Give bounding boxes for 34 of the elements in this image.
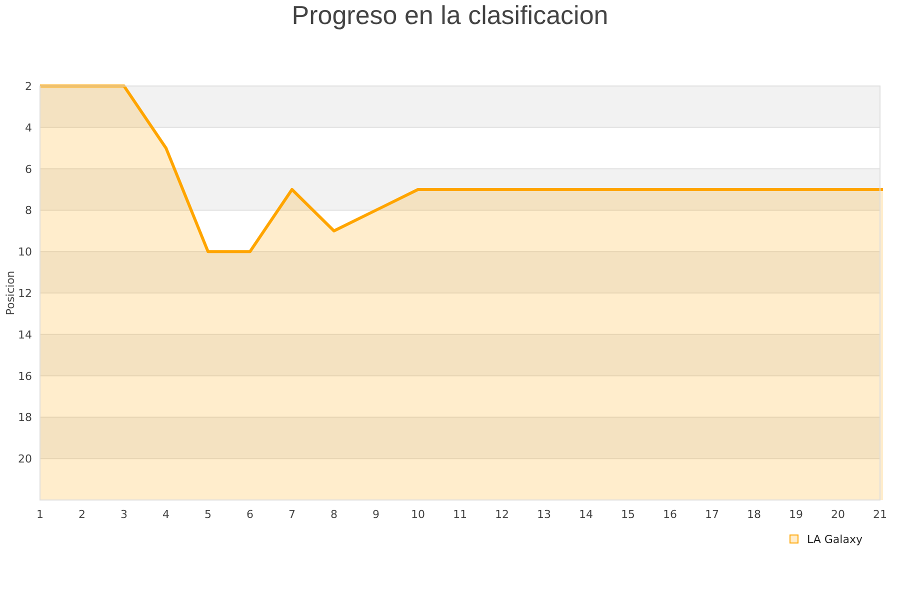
x-tick-label: 13 [537,508,551,521]
x-tick-label: 5 [204,508,212,521]
y-tick-label: 10 [18,246,32,259]
x-tick-label: 3 [120,508,128,521]
x-tick-label: 21 [873,508,887,521]
y-tick-label: 16 [18,370,32,383]
x-tick-label: 18 [747,508,761,521]
y-tick-label: 12 [18,287,32,300]
y-tick-label: 4 [25,121,32,134]
chart-title: Progreso en la clasificacion [292,0,608,30]
x-tick-label: 1 [36,508,44,521]
x-tick-label: 12 [495,508,509,521]
x-tick-label: 14 [579,508,593,521]
x-tick-label: 9 [372,508,380,521]
y-axis-title: Posicion [4,270,17,316]
y-tick-label: 8 [25,204,32,218]
y-tick-label: 20 [18,452,32,466]
x-tick-label: 20 [831,508,845,521]
x-tick-label: 6 [246,508,254,521]
y-tick-label: 18 [18,411,32,424]
x-tick-label: 2 [78,508,86,521]
x-tick-label: 15 [621,508,635,521]
x-tick-label: 7 [288,508,296,521]
x-tick-label: 10 [411,508,425,521]
x-tick-label: 4 [162,508,170,521]
x-tick-label: 19 [789,508,803,521]
y-tick-label: 6 [25,162,32,176]
x-tick-label: 17 [705,508,719,521]
legend-label: LA Galaxy [807,533,863,546]
x-tick-label: 8 [330,508,338,521]
x-tick-label: 16 [663,508,677,521]
x-tick-label: 11 [453,508,467,521]
y-tick-label: 2 [25,80,32,93]
y-tick-label: 14 [18,328,32,342]
